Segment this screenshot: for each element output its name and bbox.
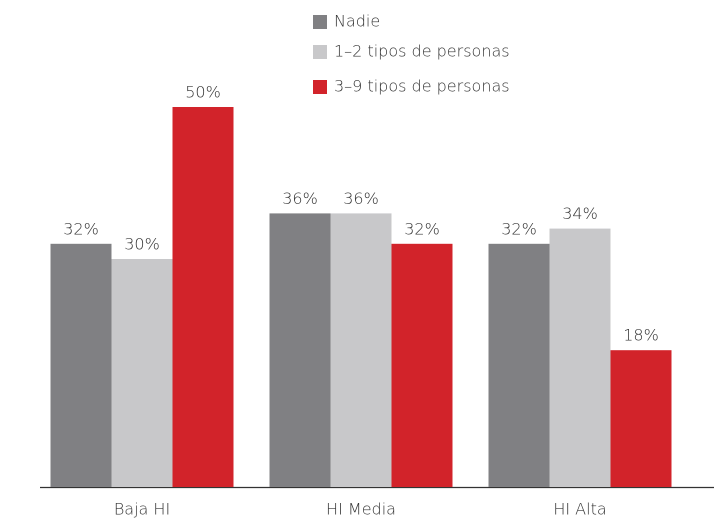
- bar: [488, 243, 550, 487]
- value-label: 32%: [501, 219, 537, 238]
- bar: [111, 259, 173, 487]
- legend-label: 3–9 tipos de personas: [334, 77, 510, 96]
- legend-swatch: [313, 80, 327, 94]
- bar: [50, 243, 112, 487]
- legend-label: 1–2 tipos de personas: [334, 42, 510, 61]
- legend-swatch: [313, 15, 327, 29]
- value-label: 36%: [343, 189, 379, 208]
- bar: [172, 107, 234, 487]
- value-label: 34%: [562, 204, 598, 223]
- value-label: 18%: [623, 326, 659, 345]
- legend-swatch: [313, 45, 327, 59]
- value-label: 36%: [282, 189, 318, 208]
- bar: [269, 213, 331, 487]
- bar: [391, 243, 453, 487]
- x-tick-label: Baja HI: [114, 500, 170, 519]
- bar: [549, 228, 611, 487]
- bar: [610, 350, 672, 487]
- value-label: 30%: [124, 235, 160, 254]
- value-label: 32%: [404, 219, 440, 238]
- value-label: 32%: [63, 219, 99, 238]
- x-tick-label: HI Alta: [553, 500, 606, 519]
- value-label: 50%: [185, 83, 221, 102]
- legend-label: Nadie: [334, 12, 380, 31]
- bar: [330, 213, 392, 487]
- x-tick-label: HI Media: [326, 500, 396, 519]
